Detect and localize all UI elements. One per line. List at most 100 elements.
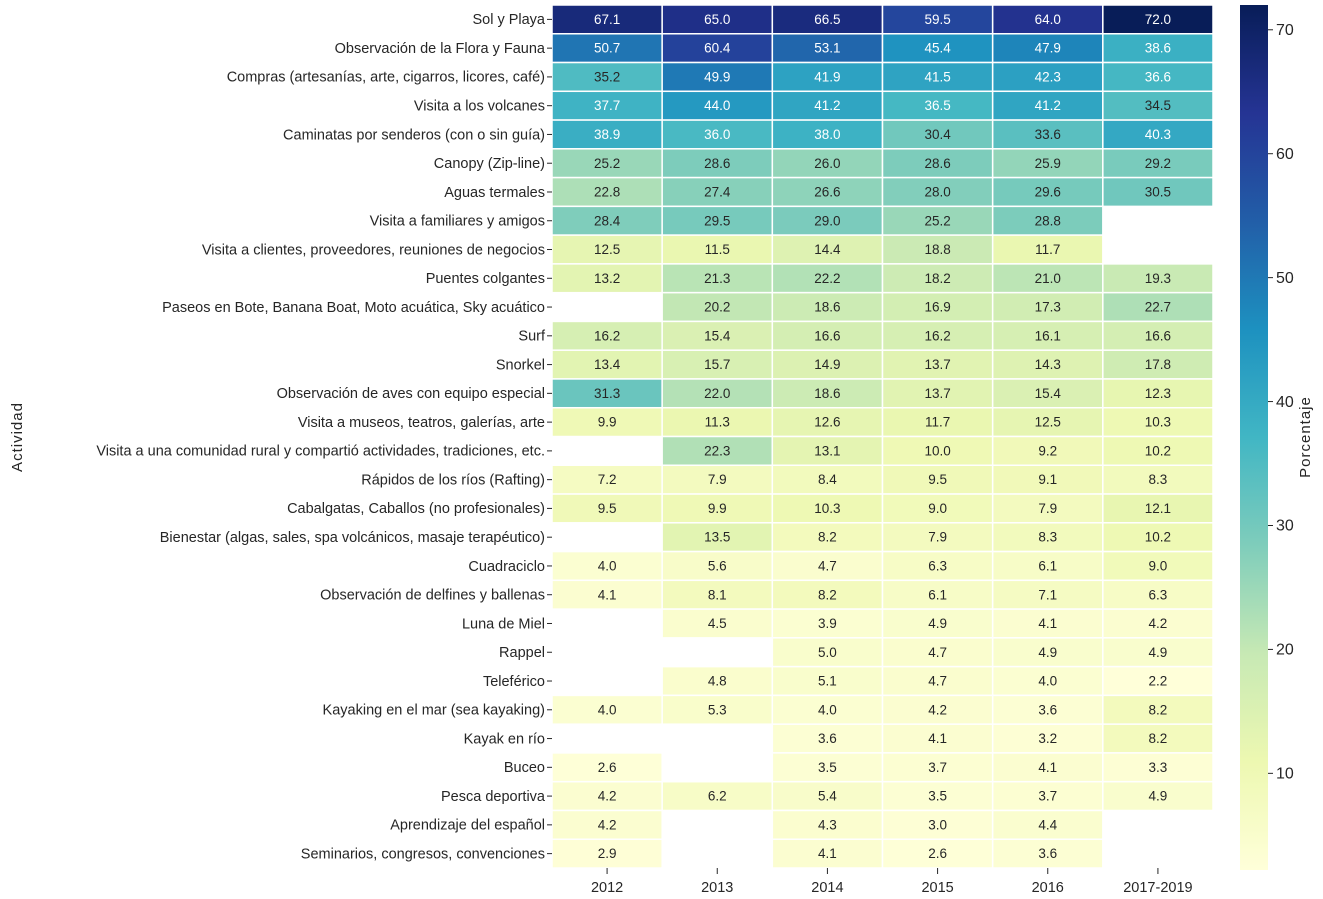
cell-label: 5.1 bbox=[818, 674, 837, 689]
cell-label: 8.2 bbox=[818, 530, 837, 545]
cell-label: 5.0 bbox=[818, 645, 837, 660]
cell-label: 25.2 bbox=[594, 156, 620, 171]
y-tick-label: Paseos en Bote, Banana Boat, Moto acuáti… bbox=[162, 300, 545, 316]
cell-label: 4.8 bbox=[708, 674, 727, 689]
cell-label: 60.4 bbox=[704, 41, 731, 56]
cell-label: 67.1 bbox=[594, 12, 620, 27]
cell-label: 4.5 bbox=[708, 616, 727, 631]
heatmap-cell bbox=[661, 608, 774, 639]
x-tick-label: 2014 bbox=[811, 880, 843, 896]
y-tick-label: Observación de delfines y ballenas bbox=[320, 588, 545, 604]
cell-label: 25.2 bbox=[924, 213, 950, 228]
heatmap-cell bbox=[881, 406, 994, 438]
cell-label: 3.6 bbox=[1038, 846, 1057, 861]
cell-label: 13.1 bbox=[814, 443, 840, 458]
x-tick-label: 2012 bbox=[591, 880, 623, 896]
y-tick-label: Pesca deportiva bbox=[441, 789, 546, 805]
cell-label: 3.2 bbox=[1038, 731, 1057, 746]
cell-label: 13.7 bbox=[924, 357, 950, 372]
y-tick-label: Observación de la Flora y Fauna bbox=[335, 41, 546, 57]
cell-label: 34.5 bbox=[1145, 98, 1171, 113]
heatmap-cell bbox=[551, 234, 663, 265]
heatmap-cell bbox=[771, 752, 884, 783]
heatmap-cell bbox=[991, 435, 1104, 467]
cell-label: 25.9 bbox=[1035, 156, 1061, 171]
cell-label: 17.8 bbox=[1145, 357, 1171, 372]
cell-label: 47.9 bbox=[1035, 41, 1061, 56]
cell-label: 15.7 bbox=[704, 357, 730, 372]
heatmap-cell bbox=[991, 61, 1104, 93]
cell-label: 4.2 bbox=[598, 789, 617, 804]
heatmap-cell bbox=[661, 4, 774, 35]
heatmap-cell bbox=[661, 780, 774, 812]
cell-label: 11.5 bbox=[705, 242, 730, 257]
cell-label: 5.4 bbox=[818, 789, 837, 804]
cell-label: 16.1 bbox=[1035, 328, 1061, 343]
heatmap-cell bbox=[551, 809, 663, 840]
cell-label: 66.5 bbox=[814, 12, 840, 27]
y-tick-label: Rappel bbox=[499, 645, 545, 661]
cell-label: 10.3 bbox=[1145, 415, 1171, 430]
heatmap-cell bbox=[551, 176, 663, 208]
cell-label: 9.0 bbox=[1149, 559, 1168, 574]
cell-label: 9.5 bbox=[598, 501, 617, 516]
heatmap-cell bbox=[881, 205, 994, 236]
cell-label: 36.5 bbox=[924, 98, 950, 113]
heatmap-cell bbox=[1102, 579, 1214, 610]
cell-label: 3.5 bbox=[818, 760, 837, 775]
cell-label: 2.9 bbox=[598, 846, 617, 861]
heatmap-cell bbox=[661, 435, 774, 467]
heatmap-cell bbox=[771, 838, 884, 869]
cell-label: 29.0 bbox=[814, 213, 840, 228]
colorbar-tick-label: 60 bbox=[1276, 146, 1294, 163]
heatmap-cell bbox=[771, 665, 884, 697]
heatmap-cell bbox=[991, 320, 1104, 351]
heatmap-cell bbox=[881, 464, 994, 495]
heatmap-cell bbox=[551, 90, 663, 121]
cell-label: 4.3 bbox=[818, 817, 837, 832]
cell-label: 4.0 bbox=[598, 559, 617, 574]
heatmap-cell bbox=[991, 637, 1104, 668]
heatmap-cell bbox=[551, 320, 663, 351]
y-tick-label: Kayaking en el mar (sea kayaking) bbox=[323, 703, 545, 719]
cell-label: 27.4 bbox=[704, 185, 731, 200]
heatmap-cell bbox=[881, 234, 994, 265]
x-tick-label: 2013 bbox=[701, 880, 733, 896]
x-tick-label: 2016 bbox=[1032, 880, 1064, 896]
heatmap-cell bbox=[1102, 61, 1214, 93]
colorbar-tick-label: 40 bbox=[1276, 394, 1294, 411]
cell-label: 8.3 bbox=[1149, 472, 1168, 487]
y-tick-label: Aprendizaje del español bbox=[390, 818, 545, 834]
cell-label: 17.3 bbox=[1035, 300, 1061, 315]
cell-label: 41.9 bbox=[814, 69, 840, 84]
y-tick-label: Teleférico bbox=[483, 674, 545, 690]
y-tick-label: Caminatas por senderos (con o sin guía) bbox=[283, 127, 545, 143]
cell-label: 8.1 bbox=[708, 587, 727, 602]
cell-label: 11.3 bbox=[705, 415, 730, 430]
heatmap-cell bbox=[771, 637, 884, 668]
heatmap-cell bbox=[551, 838, 663, 869]
cell-label: 36.0 bbox=[704, 127, 730, 142]
cell-label: 16.6 bbox=[1145, 328, 1171, 343]
cell-label: 19.3 bbox=[1145, 271, 1171, 286]
cell-label: 14.9 bbox=[814, 357, 840, 372]
cell-label: 4.0 bbox=[598, 702, 617, 717]
colorbar bbox=[1240, 5, 1268, 870]
colorbar-tick-label: 70 bbox=[1276, 22, 1294, 39]
cell-label: 4.0 bbox=[818, 702, 837, 717]
cell-label: 9.2 bbox=[1038, 443, 1057, 458]
heatmap-cell bbox=[991, 752, 1104, 783]
cell-label: 4.1 bbox=[928, 731, 947, 746]
colorbar-title: Porcentaje bbox=[1297, 396, 1314, 478]
x-tick-label: 2017-2019 bbox=[1123, 880, 1192, 896]
y-tick-label: Visita a una comunidad rural y compartió… bbox=[96, 444, 545, 460]
cell-label: 6.1 bbox=[928, 587, 947, 602]
heatmap-cell bbox=[991, 90, 1104, 121]
cell-label: 49.9 bbox=[704, 69, 730, 84]
cell-label: 12.3 bbox=[1145, 386, 1171, 401]
cell-label: 38.9 bbox=[594, 127, 620, 142]
y-tick-label: Kayak en río bbox=[464, 731, 545, 747]
heatmap-cell bbox=[771, 90, 884, 121]
cell-label: 4.0 bbox=[1038, 674, 1057, 689]
cell-label: 64.0 bbox=[1035, 12, 1061, 27]
